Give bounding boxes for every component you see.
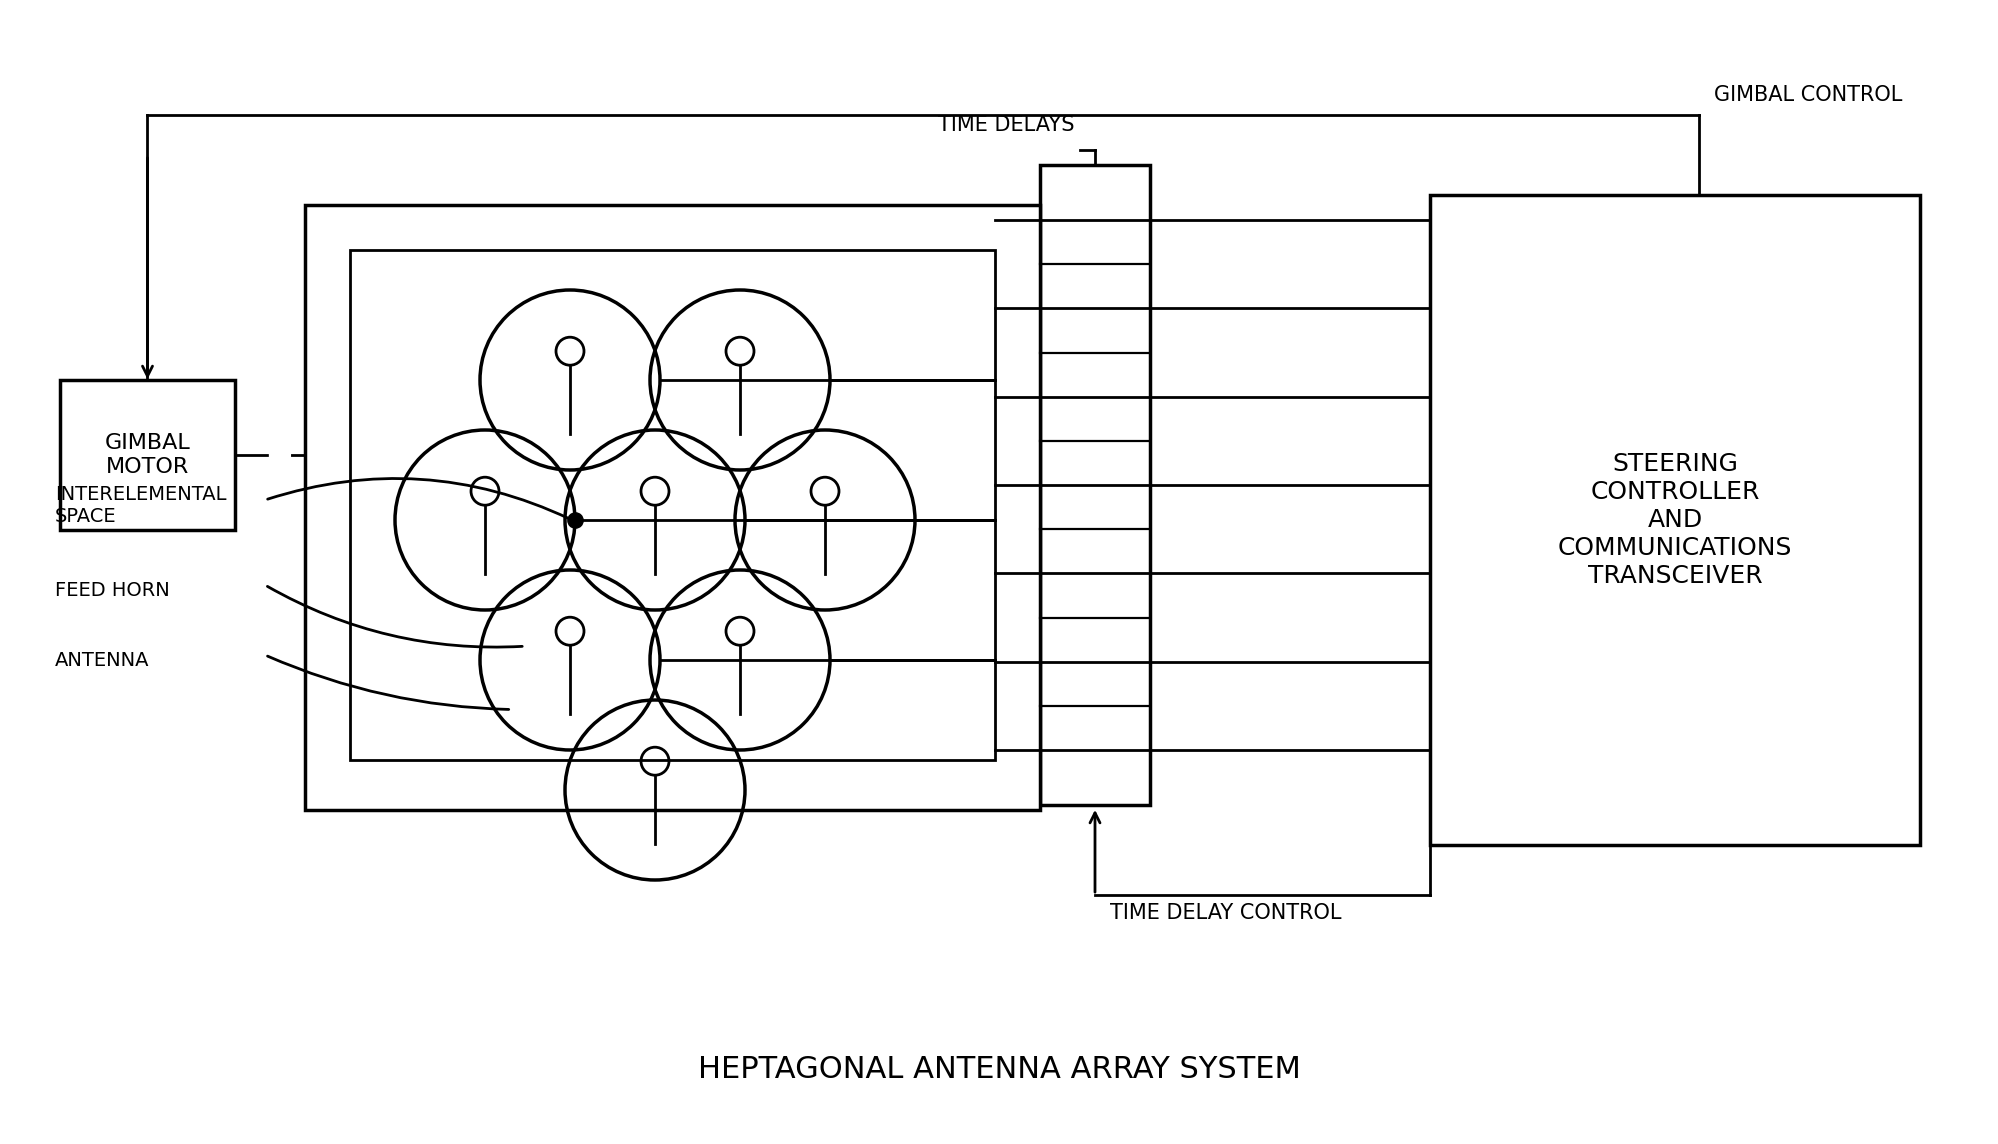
Bar <box>306 205 1039 810</box>
Bar <box>1039 165 1149 805</box>
Text: INTERELEMENTAL
SPACE: INTERELEMENTAL SPACE <box>56 485 226 525</box>
Text: ANTENNA: ANTENNA <box>56 651 150 669</box>
Bar <box>350 251 995 760</box>
Text: GIMBAL CONTROL: GIMBAL CONTROL <box>1714 85 1902 105</box>
Text: TIME DELAY CONTROL: TIME DELAY CONTROL <box>1109 903 1341 923</box>
Text: FEED HORN: FEED HORN <box>56 580 170 599</box>
Bar <box>60 380 236 530</box>
Bar <box>1429 194 1918 845</box>
Text: TIME DELAYS: TIME DELAYS <box>937 116 1075 135</box>
Text: HEPTAGONAL ANTENNA ARRAY SYSTEM: HEPTAGONAL ANTENNA ARRAY SYSTEM <box>697 1055 1301 1083</box>
Text: GIMBAL
MOTOR: GIMBAL MOTOR <box>104 434 190 477</box>
Text: STEERING
CONTROLLER
AND
COMMUNICATIONS
TRANSCEIVER: STEERING CONTROLLER AND COMMUNICATIONS T… <box>1556 452 1792 588</box>
